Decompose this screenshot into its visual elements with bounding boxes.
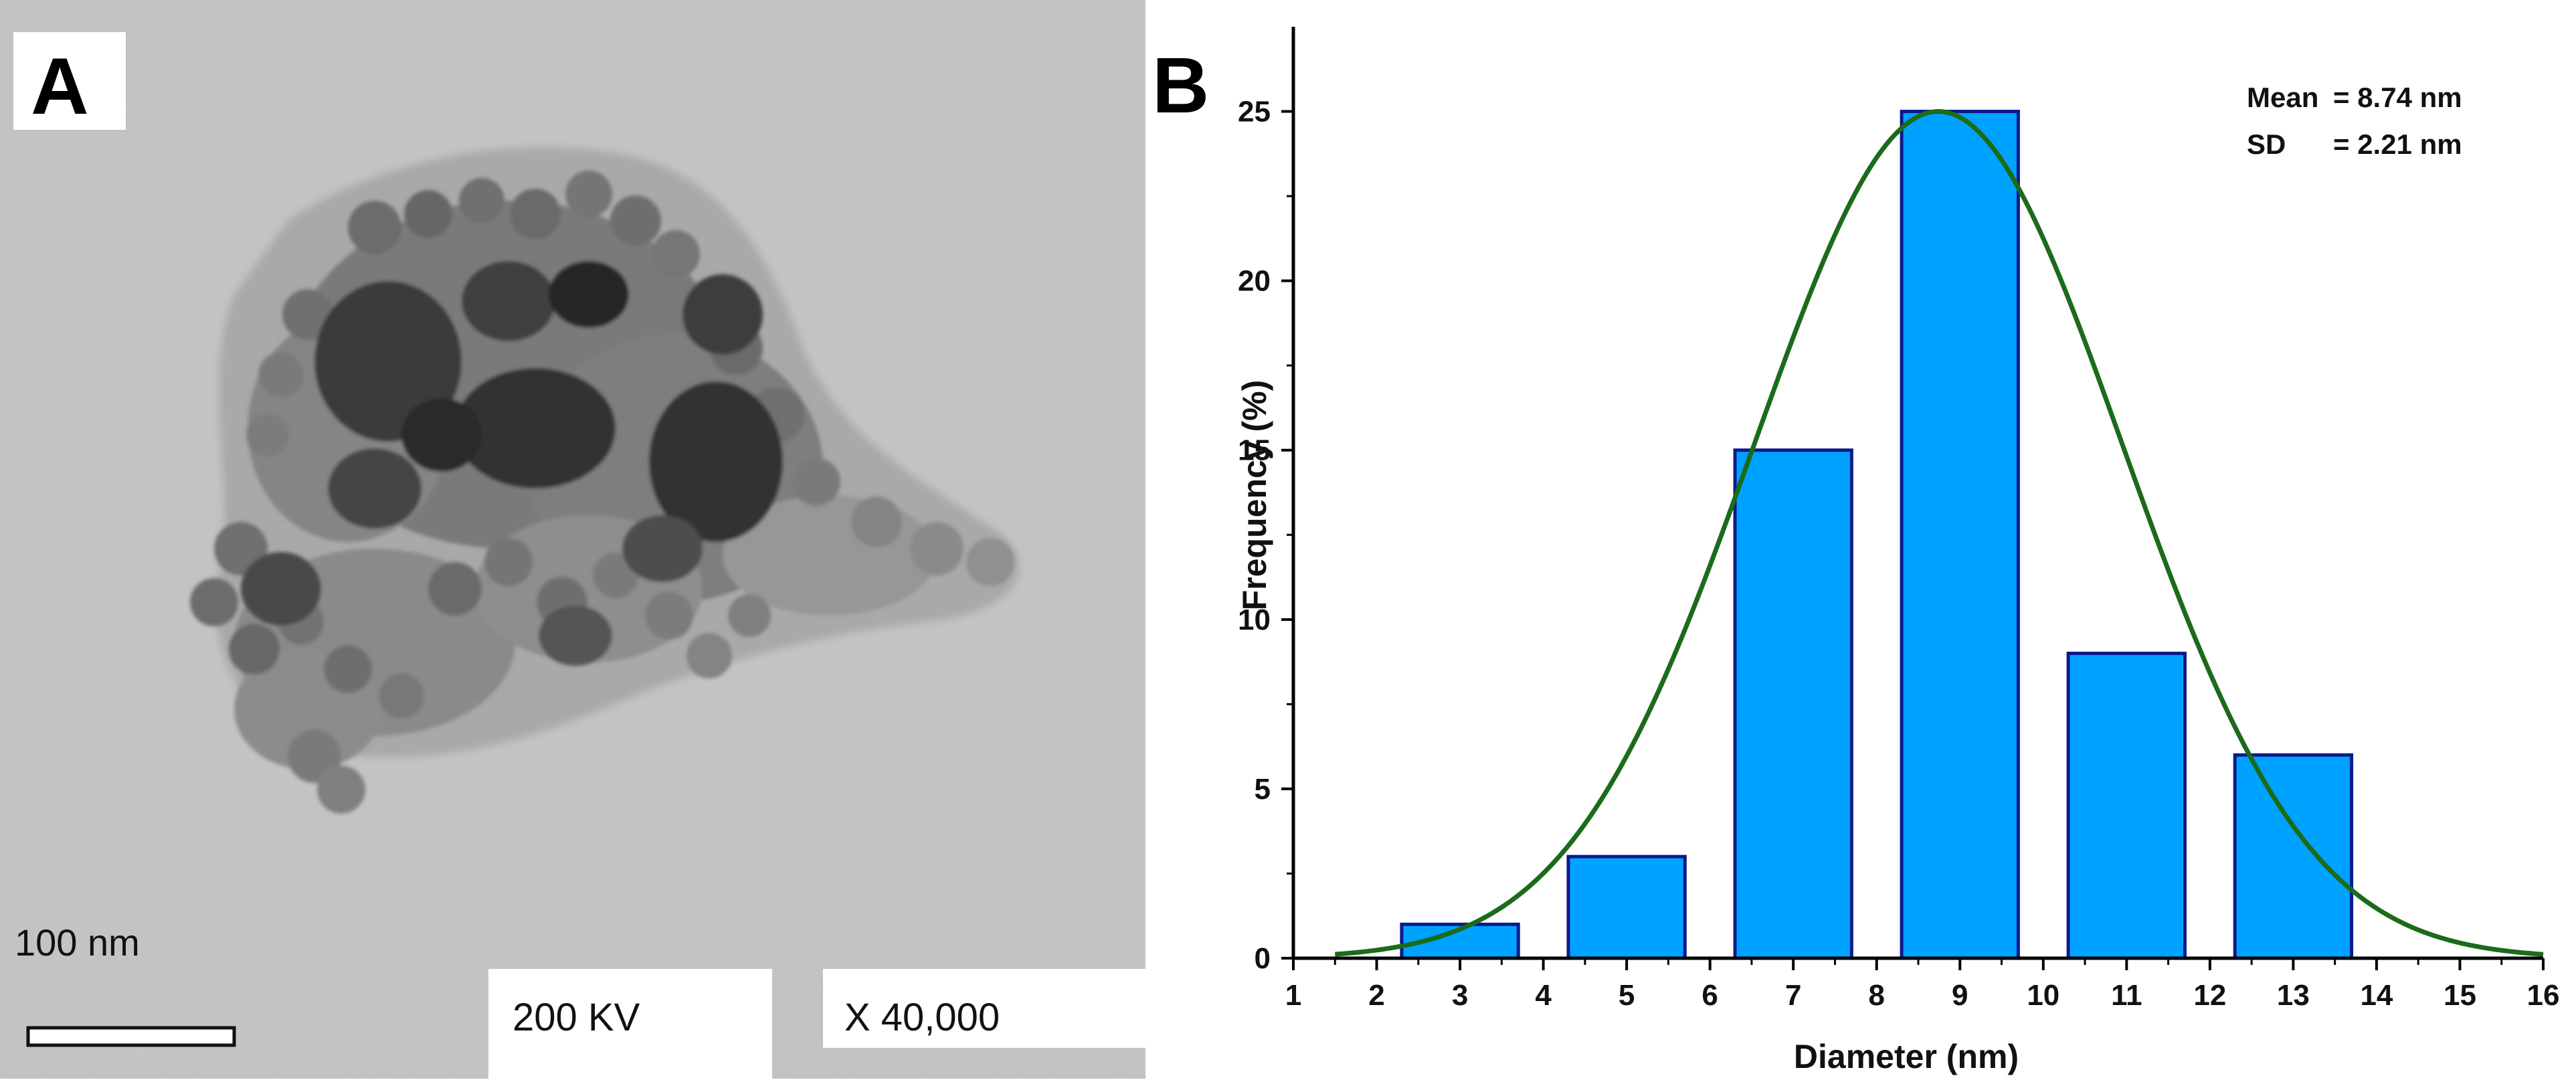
mean-label: Mean xyxy=(2247,82,2318,113)
voltage-label: 200 KV xyxy=(513,996,640,1039)
x-tick-label-7: 7 xyxy=(1785,979,1801,1012)
bars-group xyxy=(1400,110,2354,960)
x-tick-label-14: 14 xyxy=(2360,979,2393,1012)
gaussian-fit-curve xyxy=(1335,109,2544,957)
sd-label: SD xyxy=(2247,128,2286,160)
x-tick-label-13: 13 xyxy=(2277,979,2310,1012)
magnification-box xyxy=(823,969,1145,1048)
y-axis-title: Frequency (%) xyxy=(1236,380,1273,611)
y-ticks-group: 0 5 10 15 20 25 xyxy=(1238,96,1293,975)
panel-b-letter: B xyxy=(1152,41,1209,130)
y-tick-label-20: 20 xyxy=(1238,265,1271,298)
sd-value: = 2.21 nm xyxy=(2333,128,2462,160)
x-tick-label-12: 12 xyxy=(2193,979,2226,1012)
bar-5 xyxy=(1566,854,1687,960)
x-tick-label-6: 6 xyxy=(1701,979,1718,1012)
tem-panel: A 100 nm 200 KV X 40,000 xyxy=(0,0,1145,1079)
x-tick-label-9: 9 xyxy=(1952,979,1968,1012)
x-tick-label-10: 10 xyxy=(2027,979,2059,1012)
tem-image: A 100 nm 200 KV X 40,000 xyxy=(0,0,1145,1079)
bar-11 xyxy=(2066,651,2187,960)
scale-bar-label: 100 nm xyxy=(15,921,140,964)
x-axis-title: Diameter (nm) xyxy=(1794,1038,2019,1075)
x-tick-label-16: 16 xyxy=(2527,979,2560,1012)
x-ticks-group: 1 2 3 4 5 6 7 8 9 10 11 12 13 14 15 16 xyxy=(1285,958,2560,1012)
x-tick-label-1: 1 xyxy=(1285,979,1301,1012)
y-tick-label-25: 25 xyxy=(1238,96,1271,128)
magnification-label: X 40,000 xyxy=(844,996,1000,1039)
x-tick-label-5: 5 xyxy=(1619,979,1635,1012)
stats-annotation: Mean = 8.74 nm SD = 2.21 nm xyxy=(2247,82,2462,160)
x-tick-label-11: 11 xyxy=(2111,979,2142,1012)
panel-a-letter: A xyxy=(31,41,89,131)
panel-a-letter-box xyxy=(13,32,126,130)
y-tick-label-5: 5 xyxy=(1255,773,1271,806)
x-tick-label-2: 2 xyxy=(1368,979,1384,1012)
voltage-box xyxy=(488,969,772,1079)
y-tick-label-15: 15 xyxy=(1238,434,1271,467)
y-tick-label-0: 0 xyxy=(1255,942,1271,975)
y-tick-label-10: 10 xyxy=(1238,604,1271,636)
x-tick-label-4: 4 xyxy=(1535,979,1552,1012)
mean-value: = 8.74 nm xyxy=(2333,82,2462,113)
nanoparticle-aggregate xyxy=(190,171,1014,814)
x-tick-label-3: 3 xyxy=(1452,979,1468,1012)
bar-13 xyxy=(2233,753,2354,960)
x-tick-label-15: 15 xyxy=(2444,979,2476,1012)
bar-9 xyxy=(1900,110,2020,960)
x-tick-label-8: 8 xyxy=(1868,979,1884,1012)
scale-bar xyxy=(26,1026,236,1047)
bar-7 xyxy=(1733,448,1853,960)
histogram-panel: B 1 2 3 4 5 6 7 8 9 10 11 12 13 14 15 16 0 5 10 15 20 25 Dia… xyxy=(1145,0,2576,1079)
